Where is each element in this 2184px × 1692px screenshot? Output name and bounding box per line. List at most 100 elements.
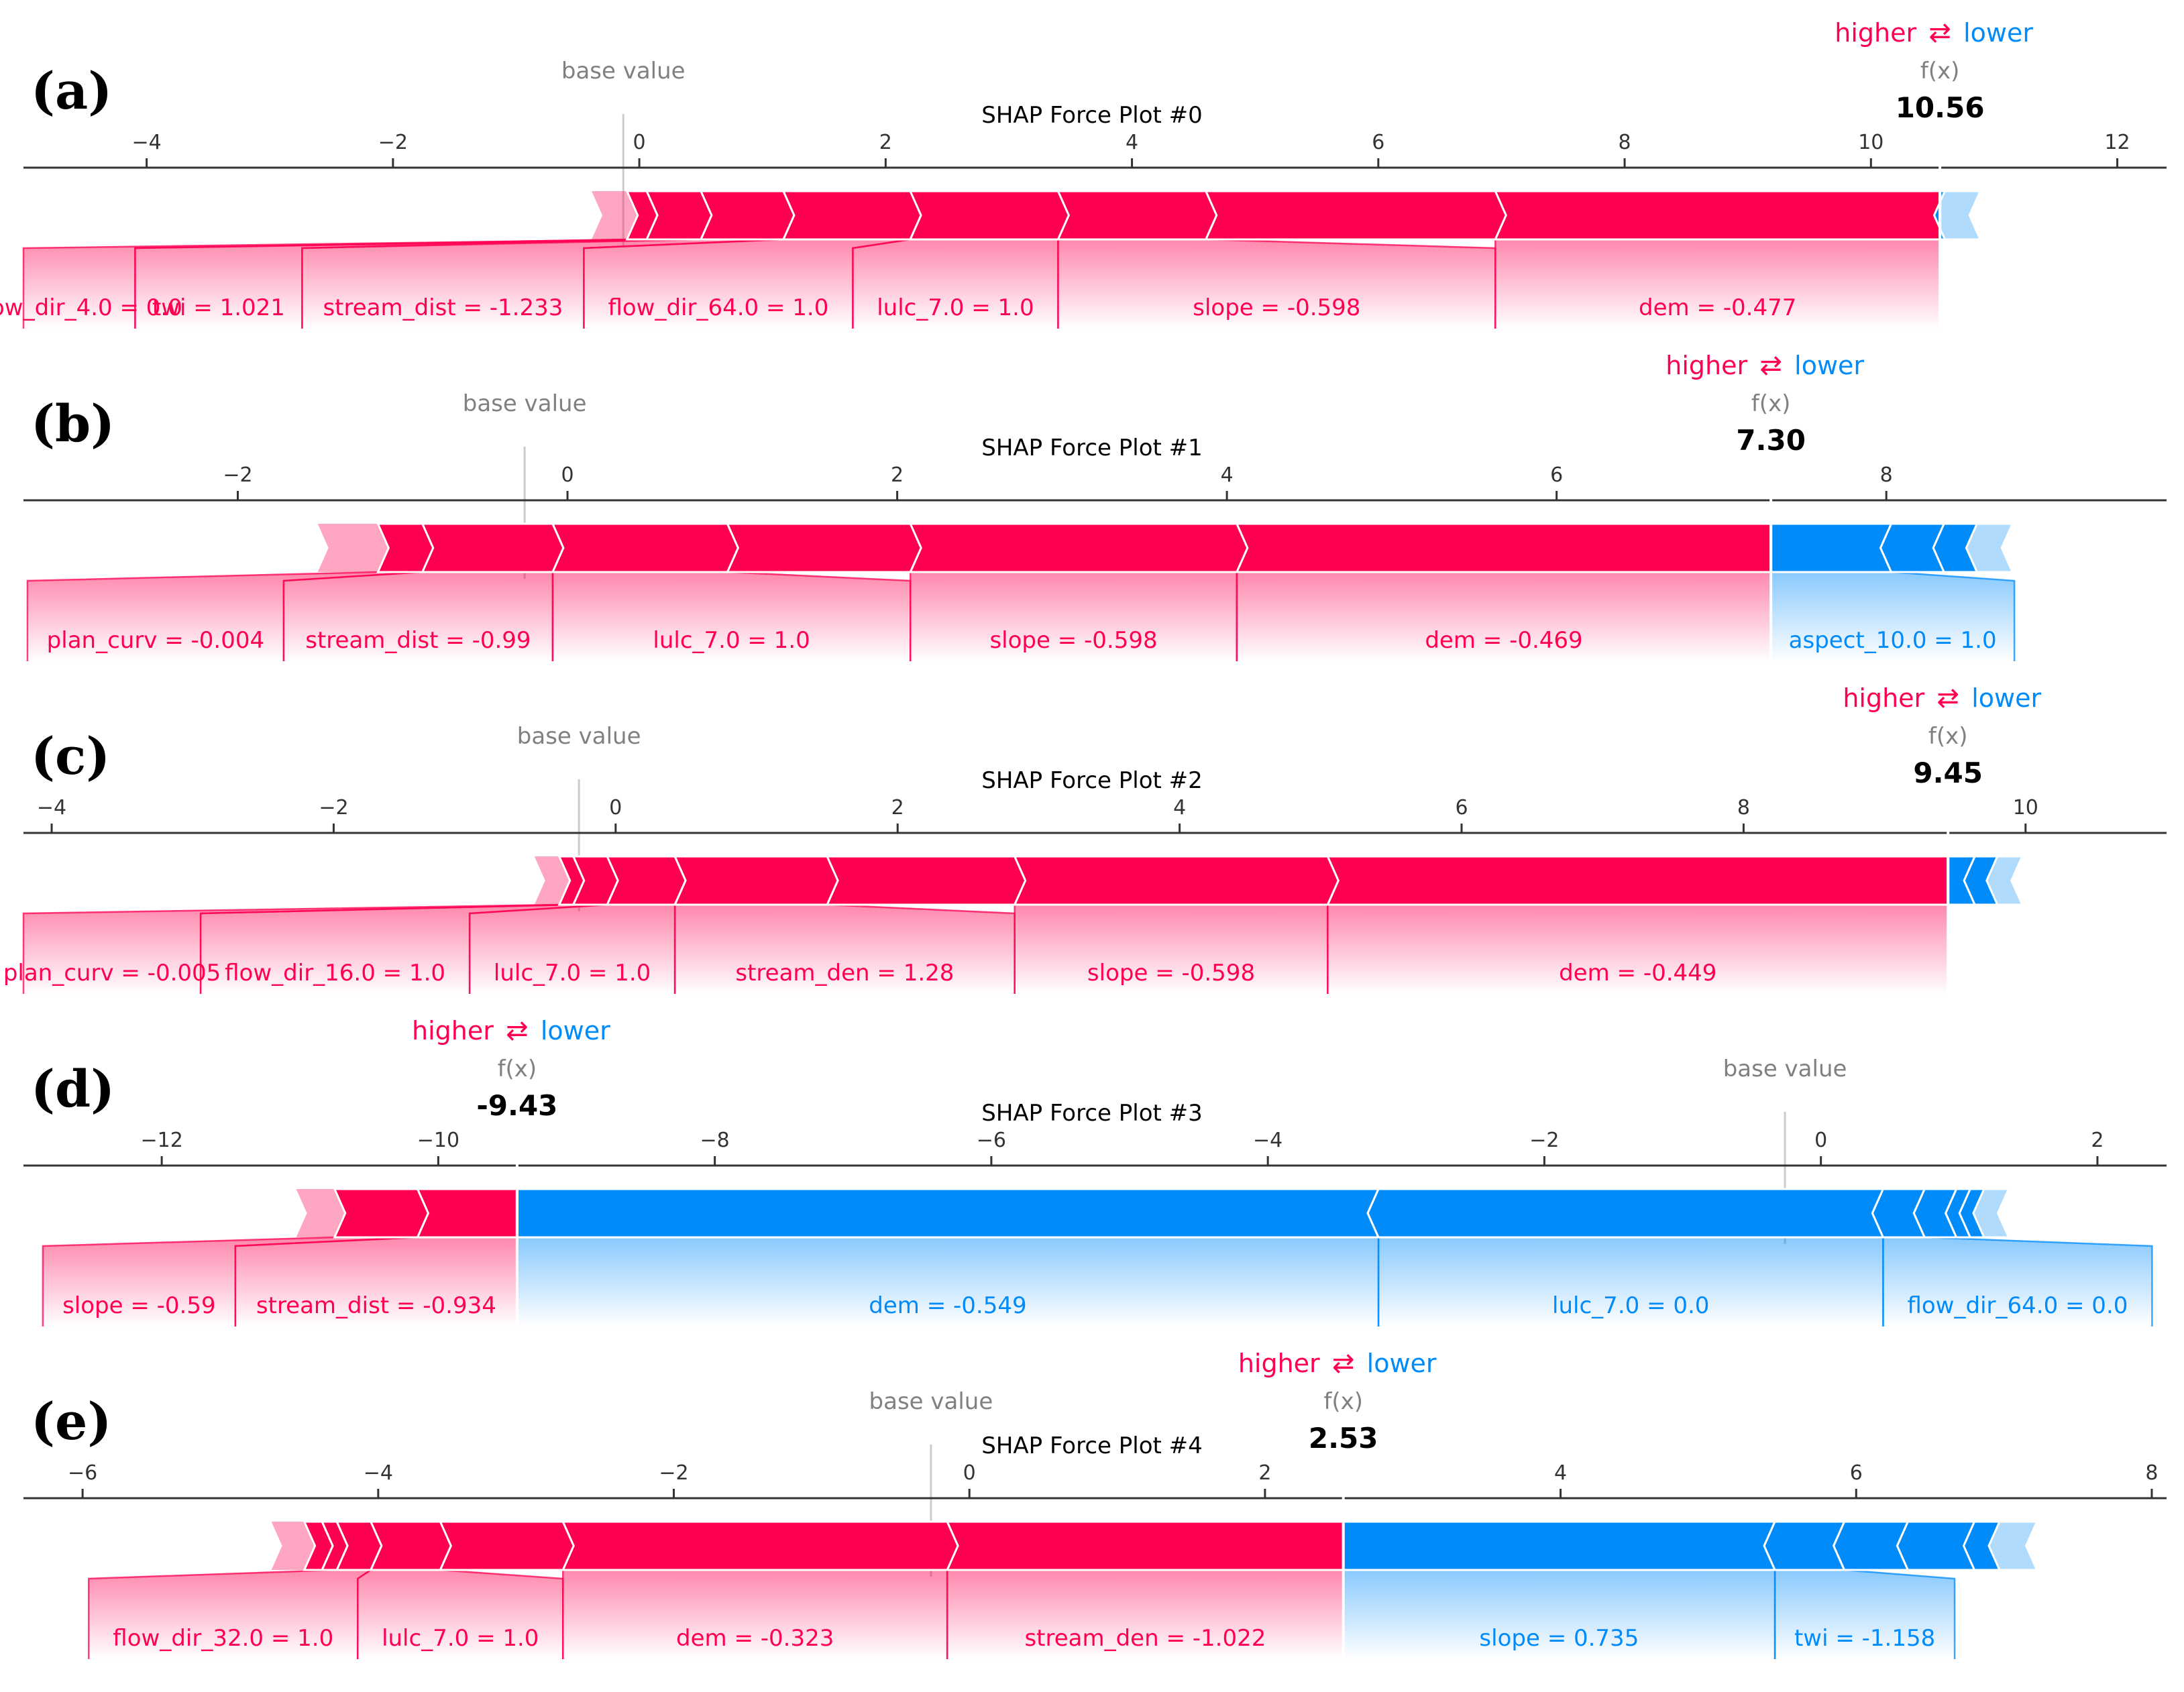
label-leader-line [301, 238, 701, 329]
positive-bar-segment [551, 522, 740, 573]
feature-label: dem = -0.323 [676, 1625, 834, 1652]
label-connector [302, 239, 783, 329]
x-tick-label: 2 [879, 131, 892, 154]
negative-bar-segment [516, 1188, 1380, 1239]
negative-bar-segment [1366, 1188, 1885, 1239]
label-leader-line [22, 903, 559, 994]
feature-label: aspect_10.0 = 1.0 [1789, 627, 1997, 654]
label-connector [23, 905, 574, 994]
x-tick-label: 2 [891, 463, 904, 487]
base-value-label: base value [561, 58, 686, 84]
panel-letter: (d) [31, 1059, 115, 1119]
label-leader-line [1844, 1569, 1956, 1659]
legend-arrow-icon: ⇄ [506, 1015, 529, 1046]
x-tick-label: 10 [1858, 131, 1883, 154]
x-tick-label: 0 [609, 796, 622, 820]
x-tick-label: 6 [1850, 1461, 1863, 1485]
fx-label: f(x) [1928, 723, 1968, 750]
label-connector [1058, 239, 1496, 329]
feature-label: stream_dist = -0.934 [256, 1292, 496, 1319]
fx-label: f(x) [1920, 58, 1960, 84]
label-connector [1378, 1237, 1883, 1327]
x-tick-label: 0 [1814, 1129, 1827, 1152]
positive-bar-segment [421, 522, 565, 573]
label-leader-line [583, 238, 783, 329]
label-connector [283, 572, 553, 661]
label-leader-line [852, 238, 911, 329]
x-tick-label: 0 [561, 463, 574, 487]
feature-label: twi = -1.158 [1794, 1625, 1935, 1652]
x-tick-label: 2 [891, 796, 904, 820]
fx-value: 7.30 [1736, 424, 1806, 457]
feature-label: dem = -0.477 [1639, 294, 1796, 321]
positive-bar-segment [945, 1520, 1345, 1571]
legend-arrow-icon: ⇄ [1928, 17, 1951, 48]
label-connector [853, 239, 1058, 329]
negative-bar-segment [1962, 1520, 2002, 1571]
negative-bar-segment [1972, 1188, 2010, 1239]
feature-label: plan_curv = -0.004 [47, 627, 264, 654]
positive-bar-segment [726, 522, 922, 573]
negative-bar-segment [1985, 855, 2024, 906]
label-connector [1343, 1570, 1776, 1659]
negative-bar-segment [1769, 522, 1893, 573]
positive-bar-segment [605, 855, 687, 906]
label-connector [1236, 572, 1771, 661]
negative-bar-segment [1763, 1520, 1846, 1571]
positive-bar-segment [781, 190, 922, 241]
fx-value: -9.43 [476, 1089, 557, 1122]
x-tick-label: 2 [1258, 1461, 1271, 1485]
negative-bar-segment [1958, 1188, 1986, 1239]
positive-bar-segment [439, 1520, 575, 1571]
x-tick-label: 4 [1173, 796, 1186, 820]
label-connector [1014, 905, 1328, 994]
x-tick-label: 2 [2091, 1129, 2104, 1152]
label-connector [947, 1570, 1344, 1659]
panel-letter: (e) [31, 1392, 111, 1451]
x-tick-label: −4 [132, 131, 162, 154]
x-tick-label: 4 [1554, 1461, 1567, 1485]
x-tick-label: −6 [68, 1461, 97, 1485]
positive-bar-segment [908, 522, 1249, 573]
x-tick-label: −4 [364, 1461, 393, 1485]
x-tick-label: −2 [378, 131, 408, 154]
positive-bar-segment [317, 524, 389, 572]
fx-value: 9.45 [1913, 756, 1983, 789]
feature-label: lulc_7.0 = 0.0 [1552, 1292, 1709, 1319]
positive-bar-segment [1013, 855, 1340, 906]
x-tick-label: 8 [1737, 796, 1750, 820]
negative-bar-segment [1963, 855, 2000, 906]
x-tick-label: 8 [2145, 1461, 2158, 1485]
feature-label: flow_dir_32.0 = 1.0 [113, 1625, 333, 1652]
fx-label: f(x) [498, 1056, 537, 1082]
label-leader-line [26, 571, 378, 661]
chart-title: SHAP Force Plot #1 [981, 435, 1203, 461]
feature-label: stream_den = -1.022 [1024, 1625, 1266, 1652]
positive-bar-segment [908, 190, 1071, 241]
legend-higher: higher [1666, 351, 1747, 380]
feature-label: slope = -0.598 [989, 627, 1157, 654]
base-value-label: base value [1723, 1056, 1847, 1082]
label-connector [1883, 1237, 2152, 1327]
x-tick-label: −10 [417, 1129, 459, 1152]
feature-label: twi = 1.021 [152, 294, 285, 321]
positive-bar-segment [333, 1188, 430, 1239]
base-value-label: base value [463, 390, 587, 417]
x-tick-label: 6 [1455, 796, 1468, 820]
positive-bar-segment [561, 1520, 959, 1571]
x-tick-label: −6 [977, 1129, 1006, 1152]
label-leader-line [1891, 571, 2016, 661]
positive-bar-segment [1204, 190, 1507, 241]
fx-value: 2.53 [1309, 1422, 1378, 1455]
x-tick-label: 8 [1880, 463, 1893, 487]
feature-label: lulc_7.0 = 1.0 [382, 1625, 539, 1652]
feature-label: dem = -0.469 [1425, 627, 1582, 654]
base-value-label: base value [869, 1388, 993, 1415]
negative-bar-segment [1987, 1520, 2038, 1571]
legend-lower: lower [1971, 683, 2041, 713]
feature-label: flow_dir_16.0 = 1.0 [225, 960, 445, 986]
